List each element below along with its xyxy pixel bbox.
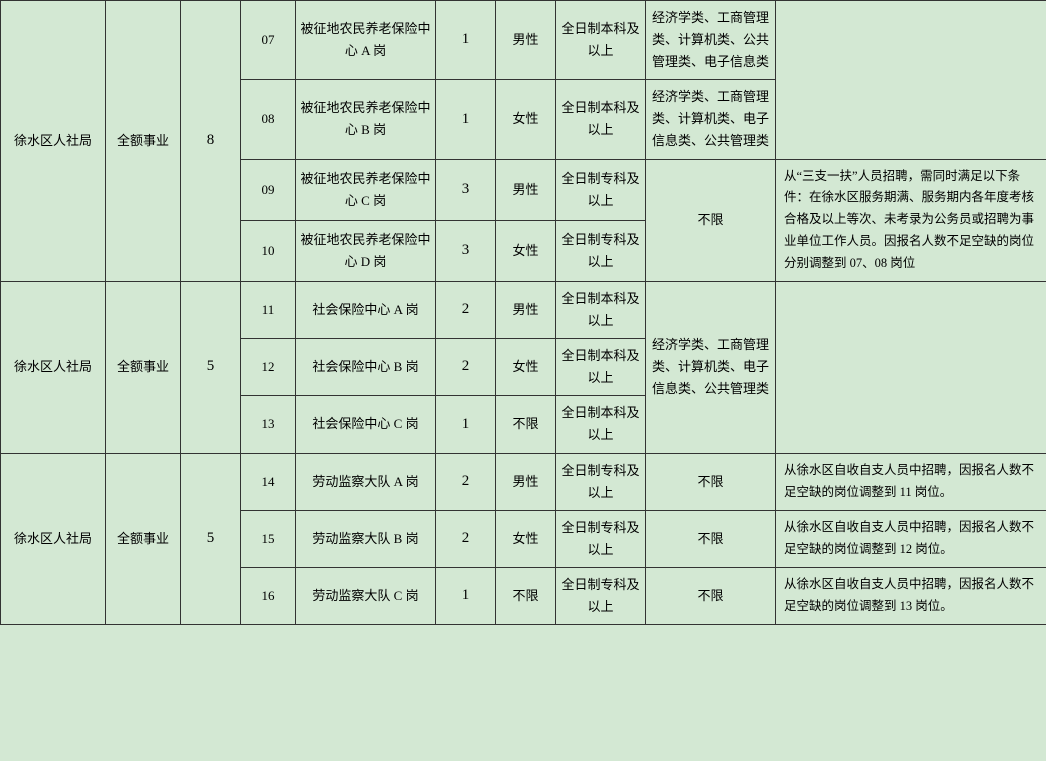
count-cell: 3 [436,220,496,281]
position-cell: 社会保险中心 B 岗 [296,339,436,396]
table-row: 徐水区人社局全额事业807被征地农民养老保险中心 A 岗1男性全日制本科及以上经… [1,1,1046,80]
position-cell: 劳动监察大队 C 岗 [296,567,436,624]
edu-cell: 全日制专科及以上 [556,220,646,281]
code-cell: 12 [241,339,296,396]
edu-cell: 全日制专科及以上 [556,453,646,510]
gender-cell: 男性 [496,1,556,80]
edu-cell: 全日制本科及以上 [556,1,646,80]
count-cell: 2 [436,510,496,567]
type-cell: 全额事业 [106,281,181,453]
code-cell: 08 [241,80,296,159]
note-cell: 从“三支一扶”人员招聘，需同时满足以下条件：在徐水区服务期满、服务期内各年度考核… [776,159,1046,281]
gender-cell: 女性 [496,80,556,159]
total-cell: 5 [181,453,241,625]
note-cell [776,281,1046,453]
count-cell: 2 [436,281,496,338]
major-cell: 经济学类、工商管理类、计算机类、公共管理类、电子信息类 [646,1,776,80]
total-cell: 8 [181,1,241,282]
code-cell: 16 [241,567,296,624]
count-cell: 1 [436,567,496,624]
code-cell: 15 [241,510,296,567]
code-cell: 13 [241,396,296,453]
count-cell: 1 [436,396,496,453]
gender-cell: 男性 [496,281,556,338]
position-cell: 被征地农民养老保险中心 A 岗 [296,1,436,80]
count-cell: 3 [436,159,496,220]
note-cell: 从徐水区自收自支人员中招聘，因报名人数不足空缺的岗位调整到 11 岗位。 [776,453,1046,510]
code-cell: 14 [241,453,296,510]
type-cell: 全额事业 [106,1,181,282]
note-cell: 从徐水区自收自支人员中招聘，因报名人数不足空缺的岗位调整到 12 岗位。 [776,510,1046,567]
major-cell: 经济学类、工商管理类、计算机类、电子信息类、公共管理类 [646,80,776,159]
position-cell: 劳动监察大队 A 岗 [296,453,436,510]
count-cell: 1 [436,80,496,159]
major-cell: 经济学类、工商管理类、计算机类、电子信息类、公共管理类 [646,281,776,453]
dept-cell: 徐水区人社局 [1,1,106,282]
position-cell: 劳动监察大队 B 岗 [296,510,436,567]
edu-cell: 全日制专科及以上 [556,159,646,220]
recruitment-table: 徐水区人社局全额事业807被征地农民养老保险中心 A 岗1男性全日制本科及以上经… [0,0,1046,625]
code-cell: 11 [241,281,296,338]
position-cell: 被征地农民养老保险中心 B 岗 [296,80,436,159]
code-cell: 09 [241,159,296,220]
major-cell: 不限 [646,510,776,567]
position-cell: 被征地农民养老保险中心 C 岗 [296,159,436,220]
code-cell: 10 [241,220,296,281]
position-cell: 社会保险中心 A 岗 [296,281,436,338]
table-row: 徐水区人社局全额事业511社会保险中心 A 岗2男性全日制本科及以上经济学类、工… [1,281,1046,338]
position-cell: 社会保险中心 C 岗 [296,396,436,453]
gender-cell: 女性 [496,510,556,567]
total-cell: 5 [181,281,241,453]
edu-cell: 全日制本科及以上 [556,80,646,159]
edu-cell: 全日制本科及以上 [556,396,646,453]
major-cell: 不限 [646,453,776,510]
position-cell: 被征地农民养老保险中心 D 岗 [296,220,436,281]
gender-cell: 不限 [496,396,556,453]
gender-cell: 女性 [496,220,556,281]
edu-cell: 全日制专科及以上 [556,510,646,567]
dept-cell: 徐水区人社局 [1,281,106,453]
gender-cell: 不限 [496,567,556,624]
count-cell: 2 [436,453,496,510]
dept-cell: 徐水区人社局 [1,453,106,625]
major-cell: 不限 [646,567,776,624]
type-cell: 全额事业 [106,453,181,625]
gender-cell: 女性 [496,339,556,396]
gender-cell: 男性 [496,159,556,220]
count-cell: 2 [436,339,496,396]
edu-cell: 全日制本科及以上 [556,339,646,396]
edu-cell: 全日制专科及以上 [556,567,646,624]
note-cell [776,1,1046,160]
gender-cell: 男性 [496,453,556,510]
code-cell: 07 [241,1,296,80]
count-cell: 1 [436,1,496,80]
table-row: 徐水区人社局全额事业514劳动监察大队 A 岗2男性全日制专科及以上不限从徐水区… [1,453,1046,510]
major-cell: 不限 [646,159,776,281]
note-cell: 从徐水区自收自支人员中招聘，因报名人数不足空缺的岗位调整到 13 岗位。 [776,567,1046,624]
edu-cell: 全日制本科及以上 [556,281,646,338]
